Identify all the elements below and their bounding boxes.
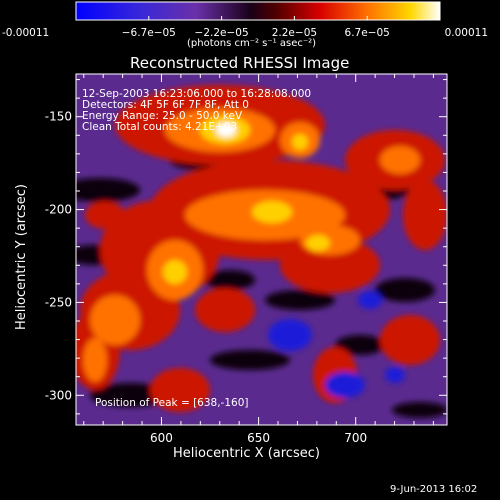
chart-title: Reconstructed RHESSI Image xyxy=(130,54,350,72)
colorbar-tick-label: −6.7e−05 xyxy=(122,27,176,39)
colorbar-ticks: -0.00011 −6.7e−05 −2.2e−05 2.2e−05 6.7e−05 0.… xyxy=(2,16,488,39)
x-tick-label: 650 xyxy=(247,431,270,445)
x-tick-label: 600 xyxy=(150,431,173,445)
colorbar-gradient xyxy=(75,1,441,21)
y-axis-label: Heliocentric Y (arcsec) xyxy=(14,184,29,330)
y-tick-label: -150 xyxy=(45,110,72,124)
heatmap-image xyxy=(76,74,447,425)
colorbar-tick-label: 0.00011 xyxy=(445,27,488,39)
colorbar-tick-label: 2.2e−05 xyxy=(272,27,317,39)
y-tick-label: -300 xyxy=(45,388,72,402)
x-axis-label: Heliocentric X (arcsec) xyxy=(173,446,320,461)
info-line-2: Detectors: 4F 5F 6F 7F 8F, Att 0 xyxy=(82,99,249,111)
colorbar-tick-label: −2.2e−05 xyxy=(195,27,249,39)
axis-ticks: 600 650 700 -150 -200 -250 -300 xyxy=(45,74,447,445)
y-tick-label: -200 xyxy=(45,203,72,217)
plot-frame xyxy=(75,73,448,426)
colorbar-tick-label: 6.7e−05 xyxy=(345,27,390,39)
info-line-4: Clean Total counts: 4.21E+03 xyxy=(82,121,238,133)
info-line-3: Energy Range: 25.0 - 50.0 keV xyxy=(82,110,243,122)
peak-position-label: Position of Peak = [638,-160] xyxy=(95,397,249,409)
date-stamp: 9-Jun-2013 16:02 xyxy=(390,484,478,495)
y-tick-label: -250 xyxy=(45,295,72,309)
colorbar-unit-label: (photons cm⁻² s⁻¹ asec⁻²) xyxy=(187,38,317,49)
colorbar-tick-label: -0.00011 xyxy=(2,27,49,39)
x-tick-label: 700 xyxy=(344,431,367,445)
info-line-1: 12-Sep-2003 16:23:06.000 to 16:28:08.000 xyxy=(82,88,312,100)
